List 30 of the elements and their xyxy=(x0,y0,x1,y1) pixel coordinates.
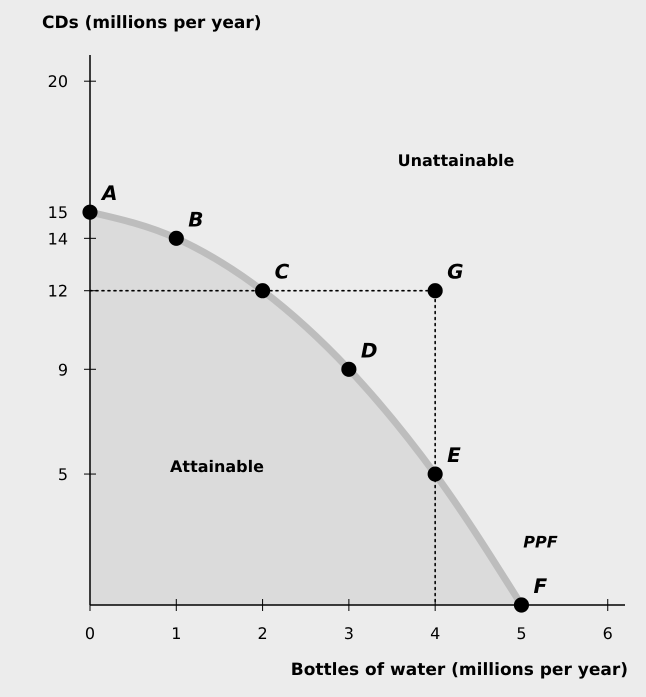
series-label: PPF xyxy=(523,532,558,552)
annotation: C xyxy=(274,260,290,284)
x-tick-label: 1 xyxy=(171,624,182,643)
y-tick-label: 9 xyxy=(58,360,68,380)
x-axis-title: Bottles of water (millions per year) xyxy=(290,660,628,680)
point xyxy=(168,230,184,246)
annotation: Attainable xyxy=(170,457,264,476)
annotation: D xyxy=(360,338,378,362)
x-tick-label: 5 xyxy=(516,624,527,643)
point xyxy=(428,283,443,298)
annotation: G xyxy=(447,260,464,284)
y-axis-title: CDs (millions per year) xyxy=(42,13,262,33)
x-tick-label: 2 xyxy=(257,624,268,643)
annotation: Unattainable xyxy=(398,151,515,170)
point xyxy=(428,466,443,482)
x-tick-label: 3 xyxy=(344,624,354,643)
annotation: B xyxy=(188,207,204,232)
x-tick-label: 6 xyxy=(602,624,613,643)
point xyxy=(255,283,270,298)
y-tick-label: 12 xyxy=(48,282,68,301)
point xyxy=(341,362,356,377)
y-tick-label: 20 xyxy=(48,72,68,92)
y-tick-label: 15 xyxy=(48,203,68,222)
annotation: E xyxy=(447,443,462,468)
annotation: F xyxy=(533,574,548,598)
x-tick-label: 4 xyxy=(430,624,440,643)
x-tick-label: 0 xyxy=(84,624,96,643)
y-tick-label: 5 xyxy=(58,465,68,484)
y-tick-label: 14 xyxy=(48,229,68,248)
annotation: A xyxy=(100,181,118,206)
